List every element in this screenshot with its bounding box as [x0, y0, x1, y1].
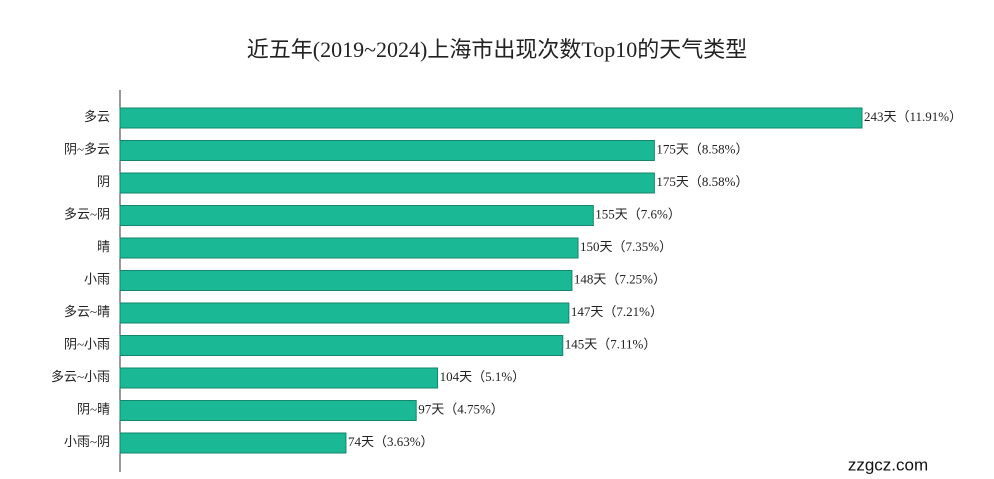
bar: [119, 172, 655, 194]
data-label: 175天（8.58%）: [656, 174, 748, 189]
bar: [119, 367, 439, 389]
y-tick-label: 阴: [97, 174, 110, 189]
data-label: 104天（5.1%）: [440, 369, 526, 384]
data-label: 145天（7.11%）: [565, 336, 657, 351]
bar: [119, 237, 579, 259]
bar: [119, 302, 570, 324]
bar: [119, 335, 564, 356]
bar: [119, 400, 417, 421]
data-label: 97天（4.75%）: [418, 401, 504, 416]
y-tick-label: 阴~多云: [64, 141, 110, 156]
bar: [119, 270, 573, 291]
data-label: 148天（7.25%）: [574, 271, 666, 286]
data-label: 243天（11.91%）: [864, 109, 962, 124]
data-label: 150天（7.35%）: [580, 239, 672, 254]
y-tick-label: 阴~小雨: [64, 336, 110, 351]
y-tick-label: 小雨: [84, 271, 110, 286]
bar: [119, 140, 655, 161]
bar: [119, 107, 863, 129]
bar: [119, 432, 347, 454]
data-label: 155天（7.6%）: [595, 206, 681, 221]
y-tick-label: 晴: [97, 239, 110, 254]
y-tick-label: 多云~小雨: [51, 369, 110, 384]
y-tick-label: 小雨~阴: [64, 434, 110, 449]
y-tick-label: 多云: [84, 109, 110, 124]
y-tick-label: 多云~晴: [64, 304, 110, 319]
y-tick-label: 阴~晴: [77, 401, 110, 416]
bar: [119, 205, 594, 226]
data-label: 74天（3.63%）: [348, 434, 434, 449]
data-label: 147天（7.21%）: [571, 304, 663, 319]
chart-title: 近五年(2019~2024)上海市出现次数Top10的天气类型: [247, 37, 747, 62]
watermark: zzgcz.com: [848, 455, 928, 474]
y-tick-label: 多云~阴: [64, 206, 110, 221]
data-label: 175天（8.58%）: [656, 141, 748, 156]
